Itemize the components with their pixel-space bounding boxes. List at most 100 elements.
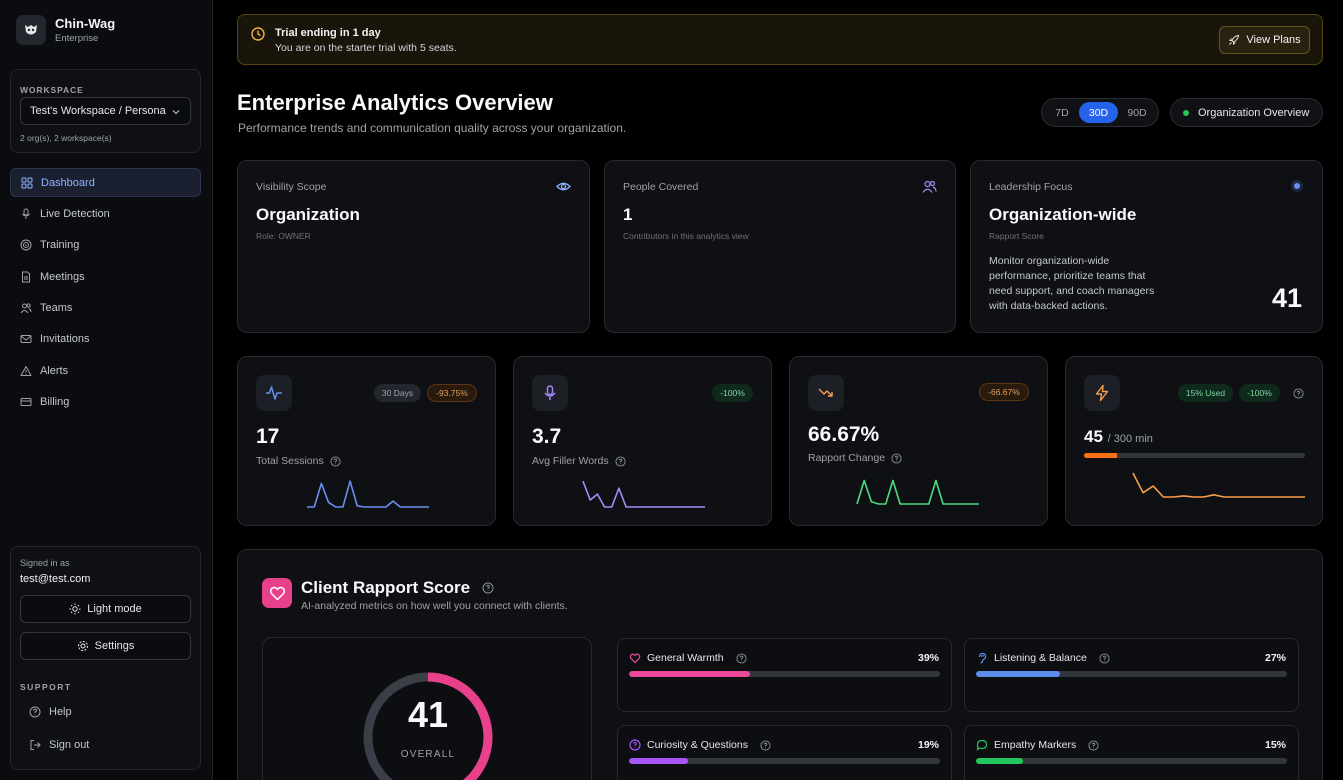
status-dot [1183, 109, 1189, 116]
sparkline-path [1132, 472, 1305, 498]
period-badge: 30 Days [374, 384, 421, 402]
card-note: Rapport Score [989, 231, 1044, 241]
help-circle-icon[interactable] [760, 739, 771, 751]
sidebar-item-billing[interactable]: Billing [10, 388, 201, 417]
usage-minutes-suffix: / 300 min [1107, 433, 1153, 445]
help-circle-icon[interactable] [615, 455, 626, 467]
rapport-title: Client Rapport Score [301, 578, 494, 598]
metric-label: Listening & Balance [994, 652, 1087, 664]
help-label: Help [49, 706, 72, 718]
sidebar-item-teams[interactable]: Teams [10, 294, 201, 323]
settings-button[interactable]: Settings [20, 632, 191, 660]
help-circle-icon[interactable] [736, 652, 747, 664]
workspace-select[interactable]: Test's Workspace / Persona [20, 97, 191, 125]
trial-banner: Trial ending in 1 day You are on the sta… [237, 14, 1323, 65]
stat-label-text: Total Sessions [256, 455, 324, 467]
sun-icon [69, 603, 81, 615]
usage-sparkline [1132, 472, 1305, 498]
sidebar-item-label: Billing [40, 396, 70, 409]
dot-indicator-icon [1291, 180, 1303, 192]
sidebar-item-label: Dashboard [41, 176, 95, 189]
help-circle-icon[interactable] [1099, 652, 1110, 664]
range-90d-button[interactable]: 90D [1127, 106, 1147, 119]
help-link[interactable]: Help [29, 706, 72, 718]
sidebar-item-invitations[interactable]: Invitations [10, 325, 201, 354]
activity-icon [256, 375, 292, 411]
range-30d-button[interactable]: 30D [1079, 102, 1118, 123]
metric-bar [629, 671, 940, 677]
card-label: Leadership Focus [989, 181, 1073, 193]
view-plans-button[interactable]: View Plans [1219, 26, 1310, 54]
metric-percent: 27% [1264, 652, 1286, 664]
rapport-change-card: -66.67% 66.67% Rapport Change [789, 356, 1048, 526]
signed-in-email: test@test.com [20, 573, 91, 585]
metric-bar-fill [976, 671, 1060, 677]
usage-minutes-value: 45 [1084, 427, 1103, 446]
people-covered-card: People Covered 1 Contributors in this an… [604, 160, 956, 333]
gear-icon [77, 641, 88, 651]
help-circle-icon[interactable] [1088, 739, 1099, 751]
sidebar-item-label: Training [40, 239, 80, 252]
sessions-sparkline [307, 480, 429, 508]
visibility-scope-card: Visibility Scope Organization Role: OWNE… [237, 160, 590, 333]
light-mode-button[interactable]: Light mode [20, 595, 191, 623]
stat-label-text: Avg Filler Words [532, 455, 609, 467]
card-value: 1 [623, 205, 633, 224]
card-note: Role: OWNER [256, 231, 311, 241]
signed-in-label: Signed in as [20, 558, 70, 568]
ear-icon [978, 652, 987, 664]
users-icon [922, 180, 937, 193]
sparkline-path [307, 480, 429, 508]
sidebar-item-dashboard[interactable]: Dashboard [10, 168, 201, 197]
light-mode-label: Light mode [87, 603, 142, 615]
help-circle-icon[interactable] [482, 582, 494, 594]
stat-value: 66.67% [808, 423, 880, 446]
sign-out-label: Sign out [49, 739, 90, 751]
metric-general-warmth: General Warmth 39% [617, 638, 952, 712]
help-circle-icon[interactable] [891, 452, 902, 464]
rapport-sparkline [856, 479, 979, 505]
help-circle-icon[interactable] [330, 455, 341, 467]
stat-label: Total Sessions [256, 455, 341, 467]
sparkline-path [582, 480, 705, 508]
leadership-score: 41 [1271, 283, 1302, 313]
metric-bar [629, 758, 940, 764]
sidebar-item-label: Meetings [40, 270, 85, 283]
change-badge: -100% [1239, 384, 1280, 402]
trial-title: Trial ending in 1 day [275, 27, 381, 39]
card-label: Visibility Scope [256, 181, 327, 193]
filler-sparkline [582, 480, 705, 508]
account-card: Signed in as test@test.com Light mode Se… [10, 546, 201, 770]
brand[interactable]: Chin-Wag Enterprise [16, 15, 115, 45]
range-7d-button[interactable]: 7D [1055, 106, 1069, 119]
card-value: Organization [256, 205, 360, 224]
help-circle-icon[interactable] [1293, 388, 1304, 399]
card-label: People Covered [623, 181, 699, 193]
metric-percent: 15% [1264, 739, 1286, 751]
stat-value: 45 / 300 min [1084, 427, 1153, 447]
sign-out-link[interactable]: Sign out [29, 739, 89, 751]
sidebar-item-label: Teams [40, 302, 73, 315]
scope-selector[interactable]: Organization Overview [1170, 98, 1323, 127]
total-sessions-card: 30 Days -93.75% 17 Total Sessions [237, 356, 496, 526]
change-badge: -66.67% [979, 383, 1029, 401]
sidebar-item-meetings[interactable]: Meetings [10, 262, 201, 291]
rocket-icon [1229, 34, 1240, 45]
sidebar-item-alerts[interactable]: Alerts [10, 356, 201, 385]
question-circle-icon [629, 739, 641, 751]
sidebar-item-training[interactable]: Training [10, 231, 201, 260]
clock-icon [251, 27, 265, 41]
trending-down-icon [808, 375, 844, 411]
client-rapport-card: Client Rapport Score AI-analyzed metrics… [237, 549, 1323, 780]
trial-subtitle: You are on the starter trial with 5 seat… [275, 42, 457, 54]
heart-icon [629, 653, 641, 664]
workspace-card: WORKSPACE Test's Workspace / Persona 2 o… [10, 69, 201, 153]
brand-name: Chin-Wag [55, 15, 116, 31]
overall-score-label: OVERALL [400, 749, 456, 760]
overall-gauge [363, 672, 493, 780]
metric-percent: 19% [917, 739, 939, 751]
sidebar-item-live-detection[interactable]: Live Detection [10, 199, 201, 228]
usage-progress-fill [1084, 453, 1118, 458]
overall-score-panel: 41 OVERALL [262, 637, 592, 780]
brand-plan: Enterprise [55, 32, 99, 44]
